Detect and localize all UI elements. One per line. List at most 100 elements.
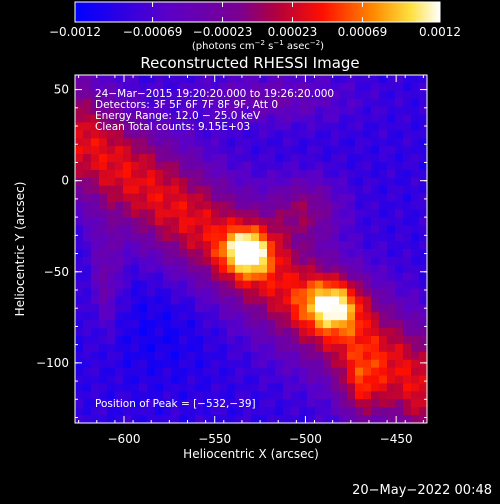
heatmap-cell — [267, 415, 276, 423]
heatmap-cell — [339, 383, 348, 392]
heatmap-cell — [195, 193, 204, 203]
heatmap-cell — [123, 130, 132, 139]
heatmap-cell — [99, 367, 108, 377]
heatmap-cell — [115, 130, 124, 139]
heatmap-cell — [187, 391, 196, 400]
heatmap-cell — [291, 122, 300, 131]
heatmap-cell — [419, 130, 427, 139]
heatmap-cell — [307, 82, 316, 92]
heatmap-cell — [411, 312, 420, 321]
heatmap-cell — [307, 264, 316, 274]
heatmap-cell — [363, 130, 372, 139]
heatmap-cell — [131, 343, 140, 353]
heatmap-cell — [115, 193, 124, 203]
heatmap-cell — [139, 288, 148, 298]
heatmap-cell — [267, 162, 276, 171]
heatmap-cell — [395, 146, 404, 155]
heatmap-cell — [355, 304, 364, 313]
heatmap-cell — [283, 304, 292, 313]
x-axis-ticks: −600 −550 −500 −450 — [78, 75, 424, 446]
heatmap-cell — [83, 225, 92, 234]
heatmap-cell — [251, 130, 260, 139]
heatmap-cell — [171, 122, 180, 131]
heatmap-cell — [75, 130, 84, 139]
heatmap-cell — [291, 75, 300, 84]
heatmap-cell — [219, 114, 228, 124]
heatmap-cell — [267, 256, 276, 266]
heatmap-cell — [339, 98, 348, 108]
heatmap-cell — [91, 209, 100, 218]
heatmap-cell — [179, 296, 188, 305]
heatmap-cell — [155, 201, 164, 211]
heatmap-cell — [179, 359, 188, 369]
colorbar-ticks: −0.0012 −0.00069 −0.00023 0.00023 0.00069 0.0… — [49, 2, 461, 39]
heatmap-cell — [371, 336, 380, 345]
heatmap-cell — [195, 106, 204, 116]
heatmap-cell — [219, 98, 228, 108]
heatmap-cell — [99, 359, 108, 369]
heatmap-cell — [347, 415, 356, 423]
heatmap-cell — [203, 98, 212, 108]
heatmap-cell — [163, 225, 172, 234]
heatmap-cell — [107, 288, 116, 298]
heatmap-cell — [363, 201, 372, 211]
heatmap-cell — [251, 375, 260, 385]
heatmap-cell — [115, 280, 124, 290]
heatmap-cell — [227, 328, 236, 337]
heatmap-cell — [139, 90, 148, 100]
heatmap-cell — [411, 249, 420, 258]
heatmap-cell — [139, 351, 148, 361]
heatmap-cell — [83, 177, 92, 187]
heatmap-cell — [227, 375, 236, 385]
heatmap-cell — [395, 75, 404, 84]
heatmap-cell — [275, 415, 284, 423]
heatmap-cell — [83, 336, 92, 345]
heatmap-cell — [299, 185, 308, 195]
heatmap-cell — [123, 288, 132, 298]
heatmap-cell — [411, 162, 420, 171]
heatmap-cell — [363, 154, 372, 163]
heatmap-cell — [179, 288, 188, 298]
heatmap-cell — [259, 217, 268, 226]
heatmap-cell — [267, 288, 276, 298]
heatmap-cell — [123, 75, 132, 84]
heatmap-cell — [411, 138, 420, 147]
heatmap-cell — [83, 114, 92, 124]
heatmap-cell — [395, 304, 404, 313]
heatmap-cell — [155, 154, 164, 163]
heatmap-cell — [387, 138, 396, 147]
heatmap-cell — [235, 241, 244, 250]
heatmap-cell — [171, 225, 180, 234]
heatmap-cell — [171, 75, 180, 84]
heatmap-cell — [363, 375, 372, 385]
heatmap-cell — [403, 233, 412, 242]
heatmap-cell — [131, 169, 140, 179]
heatmap-cell — [323, 249, 332, 258]
heatmap-cell — [299, 328, 308, 337]
heatmap-cell — [163, 201, 172, 211]
heatmap-cell — [283, 90, 292, 100]
heatmap-cell — [299, 217, 308, 226]
heatmap-cell — [147, 177, 156, 187]
heatmap-cell — [243, 225, 252, 234]
heatmap-cell — [355, 75, 364, 84]
heatmap-cell — [323, 162, 332, 171]
heatmap-cell — [371, 375, 380, 385]
heatmap-cell — [171, 241, 180, 250]
heatmap-cell — [251, 399, 260, 408]
heatmap-cell — [195, 169, 204, 179]
colorbar: −0.0012 −0.00069 −0.00023 0.00023 0.00069 0.0… — [49, 1, 461, 52]
heatmap-cell — [379, 391, 388, 400]
heatmap-cell — [251, 138, 260, 147]
heatmap-cell — [243, 146, 252, 155]
heatmap-cell — [267, 391, 276, 400]
heatmap-cell — [371, 146, 380, 155]
heatmap-cell — [219, 130, 228, 139]
heatmap-cell — [139, 359, 148, 369]
heatmap-cell — [363, 391, 372, 400]
heatmap-cell — [323, 106, 332, 116]
heatmap-cell — [131, 162, 140, 171]
heatmap-cell — [339, 296, 348, 305]
heatmap-cell — [331, 304, 340, 313]
heatmap-cell — [163, 249, 172, 258]
